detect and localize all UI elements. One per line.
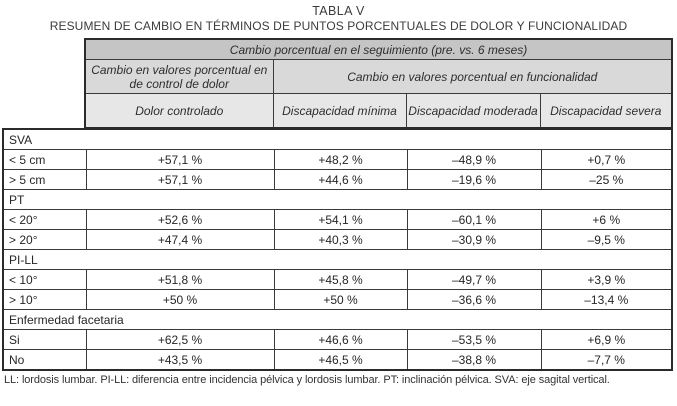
- value-cell: –13,4 %: [540, 289, 673, 310]
- value-cell: –30,9 %: [406, 229, 542, 250]
- column-header-dolor-controlado: Dolor controlado: [84, 93, 274, 129]
- value-cell: –38,8 %: [406, 349, 542, 371]
- table-row: < 10° +51,8 % +45,8 % –49,7 % +3,9 %: [2, 269, 673, 290]
- section-label-pill: PI-LL: [2, 249, 673, 270]
- table-row: > 5 cm +57,1 % +44,6 % –19,6 % –25 %: [2, 169, 673, 190]
- section-header-row: SVA: [2, 128, 673, 150]
- value-cell: –19,6 %: [406, 169, 542, 190]
- value-cell: –48,9 %: [406, 149, 542, 170]
- value-cell: –36,6 %: [406, 289, 542, 310]
- header-function-group: Cambio en valores porcentual en funciona…: [272, 59, 673, 94]
- value-cell: +45,8 %: [273, 269, 408, 290]
- value-cell: –9,5 %: [540, 229, 673, 250]
- value-cell: +57,1 %: [85, 169, 275, 190]
- table-row: < 20° +52,6 % +54,1 % –60,1 % +6 %: [2, 209, 673, 230]
- table-row: No +43,5 % +46,5 % –38,8 % –7,7 %: [2, 349, 673, 371]
- row-label: No: [2, 349, 87, 371]
- row-label: > 5 cm: [2, 169, 87, 190]
- value-cell: +43,5 %: [85, 349, 275, 371]
- header-columns-row: Dolor controlado Discapacidad mínima Dis…: [84, 93, 673, 129]
- value-cell: –49,7 %: [406, 269, 542, 290]
- header-pain-group: Cambio en valores porcentual en de contr…: [84, 59, 274, 94]
- value-cell: +6 %: [540, 209, 673, 230]
- footnote: LL: lordosis lumbar. PI-LL: diferencia e…: [4, 374, 610, 386]
- section-header-row: PT: [2, 189, 673, 210]
- header-span-title: Cambio porcentual en el seguimiento (pre…: [84, 38, 673, 60]
- value-cell: +50 %: [273, 289, 408, 310]
- value-cell: –53,5 %: [406, 329, 542, 350]
- value-cell: +48,2 %: [273, 149, 408, 170]
- value-cell: +47,4 %: [85, 229, 275, 250]
- header-span-row: Cambio porcentual en el seguimiento (pre…: [84, 38, 673, 60]
- value-cell: –25 %: [540, 169, 673, 190]
- column-header-discapacidad-moderada: Discapacidad moderada: [405, 93, 541, 129]
- value-cell: +62,5 %: [85, 329, 275, 350]
- value-cell: +50 %: [85, 289, 275, 310]
- header-table: Cambio porcentual en el seguimiento (pre…: [84, 38, 674, 129]
- table-subtitle: RESUMEN DE CAMBIO EN TÉRMINOS DE PUNTOS …: [49, 19, 628, 33]
- value-cell: +51,8 %: [85, 269, 275, 290]
- value-cell: +54,1 %: [273, 209, 408, 230]
- value-cell: +6,9 %: [540, 329, 673, 350]
- section-header-row: Enfermedad facetaria: [2, 309, 673, 330]
- row-label: < 5 cm: [2, 149, 87, 170]
- table-row: < 5 cm +57,1 % +48,2 % –48,9 % +0,7 %: [2, 149, 673, 170]
- value-cell: –7,7 %: [540, 349, 673, 371]
- table-row: Si +62,5 % +46,6 % –53,5 % +6,9 %: [2, 329, 673, 350]
- row-label: < 10°: [2, 269, 87, 290]
- data-table: SVA < 5 cm +57,1 % +48,2 % –48,9 % +0,7 …: [2, 128, 674, 371]
- row-label: > 10°: [2, 289, 87, 310]
- row-label: > 20°: [2, 229, 87, 250]
- value-cell: +46,6 %: [273, 329, 408, 350]
- table-row: > 10° +50 % +50 % –36,6 % –13,4 %: [2, 289, 673, 310]
- value-cell: –60,1 %: [406, 209, 542, 230]
- value-cell: +0,7 %: [540, 149, 673, 170]
- value-cell: +57,1 %: [85, 149, 275, 170]
- table-number-title: TABLA V: [312, 4, 365, 18]
- table-row: > 20° +47,4 % +40,3 % –30,9 % –9,5 %: [2, 229, 673, 250]
- row-label: Si: [2, 329, 87, 350]
- section-label-enfermedad-facetaria: Enfermedad facetaria: [2, 309, 673, 330]
- section-label-sva: SVA: [2, 128, 673, 150]
- value-cell: +40,3 %: [273, 229, 408, 250]
- header-group-row: Cambio en valores porcentual en de contr…: [84, 59, 673, 94]
- value-cell: +44,6 %: [273, 169, 408, 190]
- value-cell: +46,5 %: [273, 349, 408, 371]
- column-header-discapacidad-minima: Discapacidad mínima: [272, 93, 407, 129]
- value-cell: +3,9 %: [540, 269, 673, 290]
- section-header-row: PI-LL: [2, 249, 673, 270]
- section-label-pt: PT: [2, 189, 673, 210]
- row-label: < 20°: [2, 209, 87, 230]
- value-cell: +52,6 %: [85, 209, 275, 230]
- column-header-discapacidad-severa: Discapacidad severa: [539, 93, 673, 129]
